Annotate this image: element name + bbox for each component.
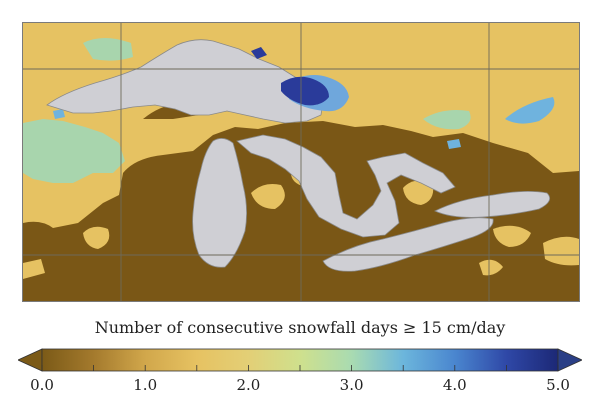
- mid-value-patch: [23, 259, 45, 279]
- high-value-region: [281, 76, 329, 106]
- colorbar-tick-label: 3.0: [339, 376, 364, 394]
- mid-value-patch: [83, 226, 110, 249]
- snowfall-map: [23, 23, 579, 301]
- green-region: [423, 110, 471, 130]
- colorbar-extend-low-arrow: [18, 348, 43, 372]
- colorbar-tick-label: 5.0: [546, 376, 570, 394]
- lake-erie: [322, 217, 494, 272]
- map-panel: [22, 22, 580, 302]
- colorbar-title: Number of consecutive snowfall days ≥ 15…: [94, 318, 506, 337]
- mid-value-patch: [493, 225, 531, 247]
- map-grid: [23, 23, 579, 301]
- lake-huron: [236, 134, 456, 238]
- colorbar-tick-label: 2.0: [236, 376, 261, 394]
- high-value-region: [251, 47, 267, 59]
- colorbar-tick-label: 1.0: [133, 376, 158, 394]
- colorbar-tick-label: 4.0: [442, 376, 467, 394]
- mid-value-patch: [251, 184, 285, 209]
- lake-michigan: [192, 138, 247, 268]
- mid-value-patch: [543, 236, 579, 266]
- mid-value-patch: [403, 180, 434, 205]
- light-blue-patch: [505, 97, 555, 124]
- colorbar-tick-label: 0.0: [30, 376, 54, 394]
- light-blue-patch: [447, 139, 461, 149]
- mid-value-patch: [479, 259, 503, 276]
- light-blue-patch: [53, 109, 65, 119]
- green-region: [83, 38, 133, 61]
- lake-ontario: [434, 191, 551, 218]
- colorbar-ticks: [41, 365, 559, 371]
- colorbar: [18, 347, 582, 373]
- colorbar-extend-high-arrow: [557, 348, 582, 372]
- lake-superior: [46, 39, 324, 124]
- green-region: [23, 119, 125, 183]
